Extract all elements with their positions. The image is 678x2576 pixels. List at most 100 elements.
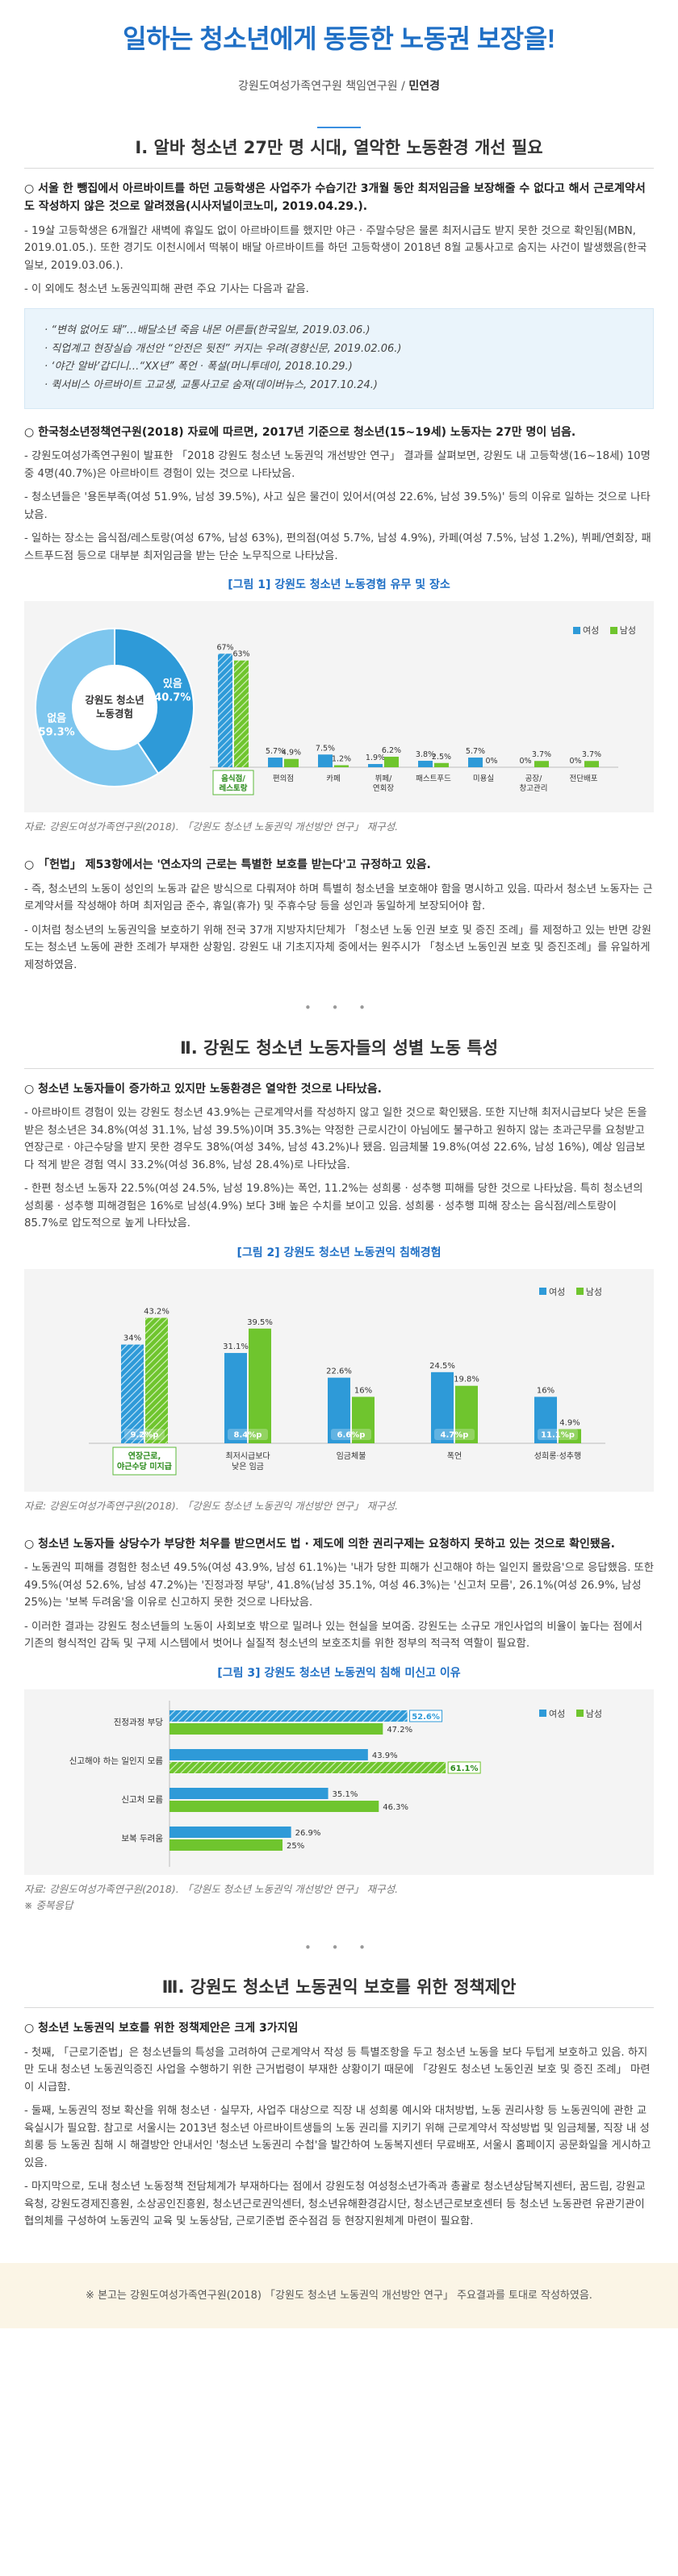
bar-여성 <box>170 1748 368 1760</box>
bar-value-label: 16% <box>537 1386 555 1395</box>
bar-value-label: 39.5% <box>247 1317 273 1326</box>
figure-2-title: [그림 2] 강원도 청소년 노동권익 침해경험 <box>236 1246 442 1259</box>
y-tick-label: 신고처 모름 <box>121 1795 163 1805</box>
highlight-box <box>112 1447 177 1476</box>
section-1-para-7: - 이처럼 청소년의 노동권익을 보호하기 위해 전국 37개 지방자치단체가 … <box>24 924 651 971</box>
bar-남성 <box>249 1328 271 1443</box>
section-1-title: Ⅰ. 알바 청소년 27만 명 시대, 열악한 노동환경 개선 필요 <box>24 136 654 169</box>
news-item: · 직업계고 현장실습 개선안 “안전은 뒷전” 커지는 우려(경향신문, 20… <box>44 342 402 355</box>
bar-value-label: 63% <box>232 650 249 659</box>
section-3-para-2: - 둘째, 노동권익 정보 확산을 위해 청소년 · 실무자, 사업주 대상으로… <box>24 2105 651 2169</box>
x-tick-label: 패스트푸드 <box>416 774 451 783</box>
bar-value-label: 47.2% <box>387 1726 412 1735</box>
bar-value-label: 3.7% <box>532 750 551 759</box>
bar-value-label: 22.6% <box>326 1367 352 1376</box>
section-1-para-1: - 19살 고등학생은 6개월간 새벽에 휴일도 없이 아르바이트를 했지만 야… <box>24 224 647 272</box>
footer-note-text: ※ 본고는 강원도여성가족연구원(2018) 「강원도 청소년 노동권익 개선방… <box>86 2290 592 2302</box>
legend-label: 여성 <box>583 625 600 637</box>
x-tick-label: 음식점/레스토랑 <box>220 774 248 793</box>
figure-3-legend: 여성 남성 <box>531 1707 602 1722</box>
figure-1: 있음 40.7% 없음 59.3% 강원도 청소년 노동경험 67% 63% 음식점/레스토랑 5… <box>24 601 654 813</box>
x-tick-label: 최저시급보다 낮은 임금 <box>225 1451 270 1472</box>
bar-남성 <box>170 1800 379 1812</box>
section-1-para-6: - 즉, 청소년의 노동이 성인의 노동과 같은 방식으로 다뤄져야 하며 특별… <box>24 883 653 913</box>
footer-note: ※ 본고는 강원도여성가족연구원(2018) 「강원도 청소년 노동권익 개선방… <box>0 2263 678 2329</box>
bar-여성 <box>534 1396 557 1443</box>
figure-3: 진정과정 부당 52.6% 47.2% 신고해야 하는 일인지 모름 43.9% 61.1… <box>24 1689 654 1875</box>
figure-3-source: 자료: 강원도여성가족연구원(2018). 「강원도 청소년 노동권익 개선방안… <box>24 1882 399 1895</box>
section-2: ○ 청소년 노동자들이 증가하고 있지만 노동환경은 열악한 것으로 나타났음.… <box>0 1080 678 1914</box>
bar-value-label: 26.9% <box>295 1829 321 1838</box>
legend-label: 여성 <box>549 1286 566 1297</box>
bar-남성 <box>284 758 299 768</box>
bar-value-label: 5.7% <box>266 747 285 756</box>
section-2-para-4: - 이러한 결과는 강원도 청소년들의 노동이 사회보호 밖으로 밀려나 있는 … <box>24 1620 642 1651</box>
bar-남성 <box>145 1317 168 1443</box>
pie-slice-value: 59.3% <box>39 727 75 739</box>
section-2-para-1: - 아르바이트 경험이 있는 강원도 청소년 43.9%는 근로계약서를 작성하… <box>24 1107 647 1171</box>
news-item: · 퀵서비스 아르바이트 고교생, 교통사고로 숨져(데이버뉴스, 2017.1… <box>44 379 378 392</box>
bar-남성 <box>534 761 549 768</box>
bar-value-label: 3.8% <box>416 750 435 759</box>
legend-label: 남성 <box>619 625 636 637</box>
pie-center-label: 강원도 청소년 노동경험 <box>85 694 144 720</box>
header: 일하는 청소년에게 동등한 노동권 보장을! 강원도여성가족연구원 책임연구원 … <box>0 0 678 136</box>
section-1-lead-1: ○ 서울 한 뺑집에서 아르바이트를 하던 고등학생은 사업주가 수습기간 3개… <box>24 182 646 214</box>
figure-2-legend: 여성 남성 <box>531 1285 602 1300</box>
news-list-box: · “변혀 없어도 돼”…배달소년 죽음 내몬 어른들(한국일보, 2019.0… <box>24 307 654 409</box>
pie-slice <box>114 628 195 775</box>
bar-value-label: 61.1% <box>450 1764 479 1773</box>
figure-3-note: ※ 중복응답 <box>24 1898 73 1911</box>
bar-여성 <box>170 1710 408 1722</box>
highlight-box <box>212 770 254 795</box>
bar-value-label: 0% <box>485 757 497 766</box>
x-tick-label: 연장근로, 야근수당 미지급 <box>117 1451 172 1472</box>
section-2-para-2: - 한편 청소년 노동자 22.5%(여성 24.5%, 남성 19.8%)는 … <box>24 1183 643 1230</box>
bar-value-label: 52.6% <box>412 1713 440 1722</box>
gap-label: 6.6%p <box>337 1430 366 1439</box>
bar-남성 <box>170 1839 282 1851</box>
section-2-para-3: - 노동권익 피해를 경험한 청소년 49.5%(여성 43.9%, 남성 61… <box>24 1562 655 1609</box>
x-tick-label: 전단배포 <box>570 774 598 783</box>
bar-남성 <box>434 762 449 768</box>
bar-value-label: 1.9% <box>366 754 385 762</box>
bar-value-label: 19.8% <box>454 1375 479 1384</box>
title-divider <box>317 126 361 128</box>
section-divider-dots: • • • <box>303 1000 375 1016</box>
figure-1-legend: 여성 남성 <box>565 624 636 638</box>
section-3-title: Ⅲ. 강원도 청소년 노동권익 보호를 위한 정책제안 <box>24 1975 654 2009</box>
section-3-para-1: - 첫째, 「근로기준법」은 청소년들의 특성을 고려하여 근로계약서 작성 등… <box>24 2046 651 2094</box>
section-1-para-4: - 청소년들은 '용돈부족(여성 51.9%, 남성 39.5%), 사고 싶은… <box>24 491 651 521</box>
bar-value-label: 16% <box>354 1386 372 1395</box>
section-2-lead-1: ○ 청소년 노동자들이 증가하고 있지만 노동환경은 열악한 것으로 나타났음. <box>24 1082 382 1096</box>
bar-남성 <box>384 757 399 768</box>
bar-여성 <box>121 1344 144 1443</box>
bar-value-label: 46.3% <box>383 1803 408 1812</box>
figure-3-title: [그림 3] 강원도 청소년 노동권익 침해 미신고 이유 <box>217 1666 461 1680</box>
bar-남성 <box>334 765 349 768</box>
section-3-lead-1: ○ 청소년 노동권익 보호를 위한 정책제안은 크게 3가지임 <box>24 2022 299 2035</box>
section-1-para-3: - 강원도여성가족연구원이 발표한 「2018 강원도 청소년 노동권익 개선방… <box>24 450 651 480</box>
bar-value-label: 31.1% <box>223 1342 249 1351</box>
gap-label: 11.1%p <box>541 1430 575 1439</box>
bar-여성 <box>224 1352 247 1443</box>
x-tick-label: 미용실 <box>473 774 494 783</box>
pie-slice <box>35 628 160 788</box>
legend-label: 남성 <box>585 1708 602 1719</box>
gap-badge <box>331 1428 371 1440</box>
bar-value-label: 3.7% <box>582 750 601 759</box>
bar-여성 <box>170 1787 329 1799</box>
bar-여성 <box>328 1377 350 1443</box>
bar-value-label: 6.2% <box>382 746 401 755</box>
page-title: 일하는 청소년에게 동등한 노동권 보장을! <box>123 24 555 53</box>
bar-여성 <box>468 758 483 768</box>
gap-label: 8.4%p <box>234 1430 262 1439</box>
bar-남성 <box>559 1428 581 1443</box>
bar-여성 <box>418 761 433 768</box>
news-item: · ‘야간 알바’갑디니…“XX년” 폭언 · 폭설(머니투데이, 2018.1… <box>44 361 353 374</box>
x-tick-label: 폭언 <box>447 1451 462 1461</box>
gap-badge <box>538 1428 578 1440</box>
bar-여성 <box>368 764 383 768</box>
bar-value-label: 0% <box>519 757 531 766</box>
